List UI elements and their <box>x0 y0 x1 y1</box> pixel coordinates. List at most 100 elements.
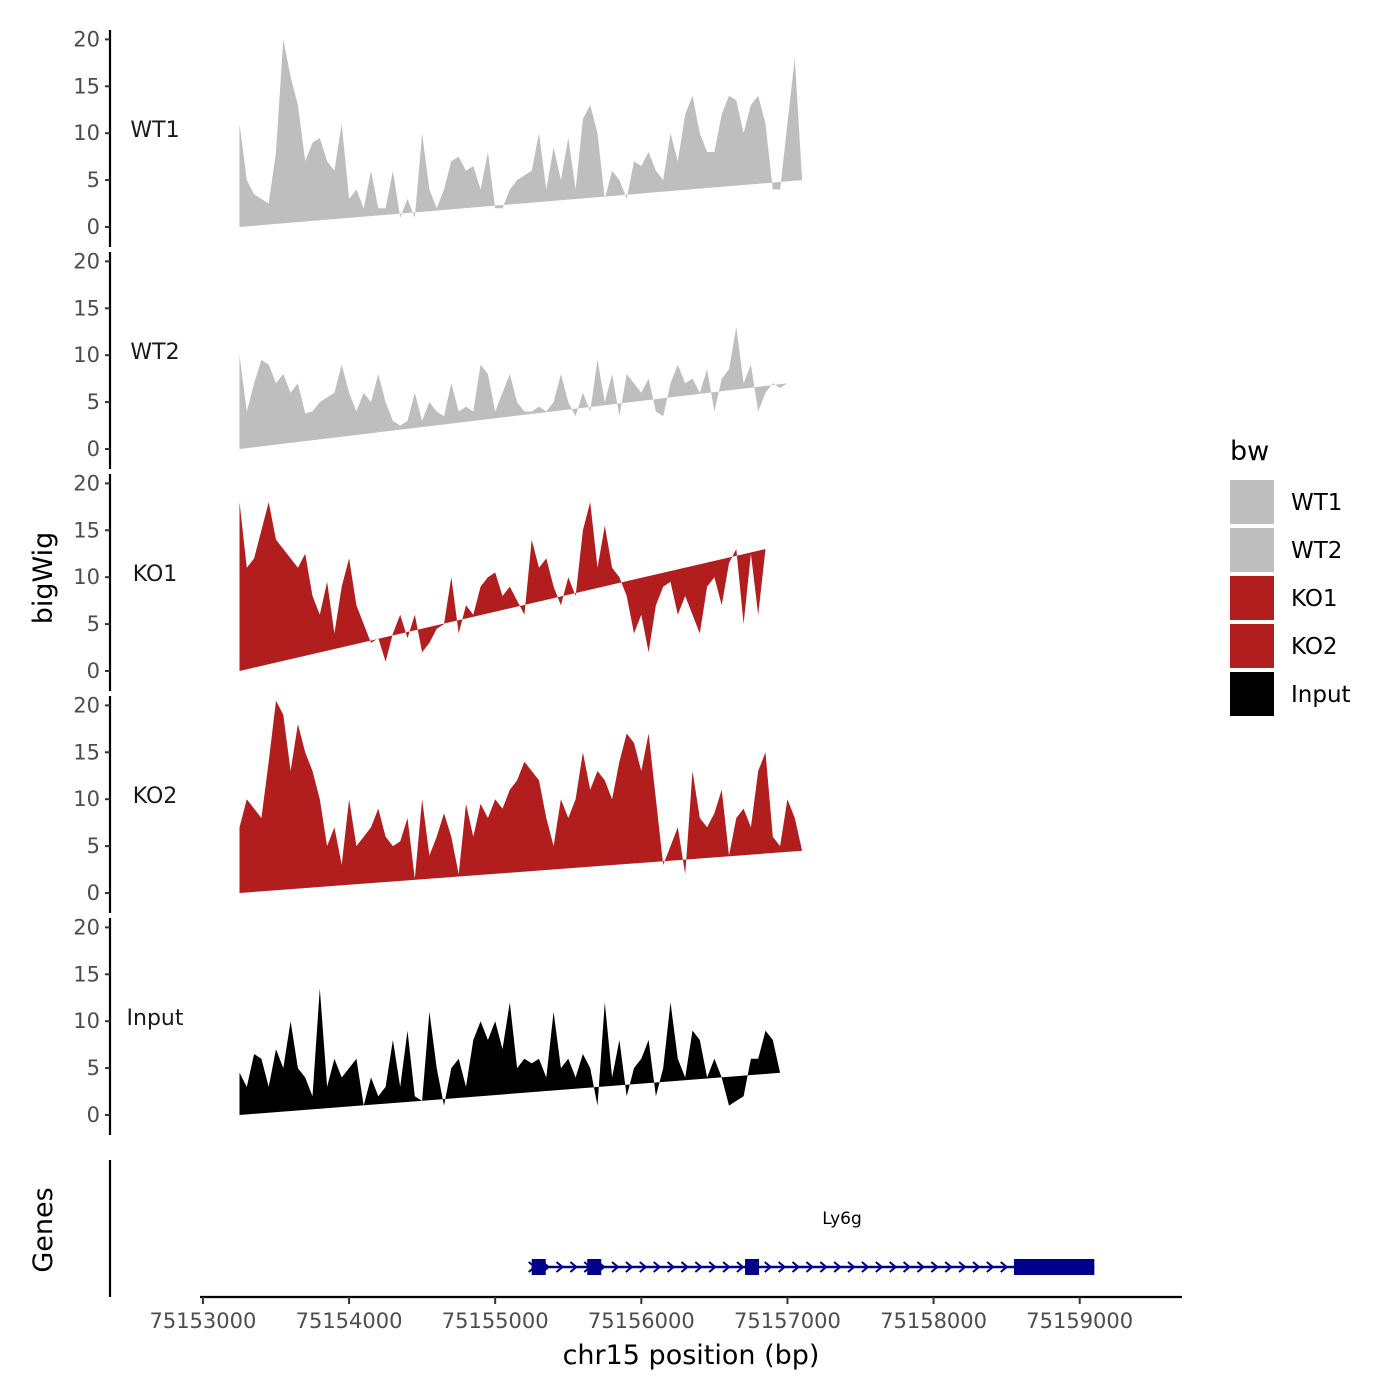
track-ko2: 0 5 10 15 20 KO2 <box>73 693 803 913</box>
strand-arrow <box>653 1261 662 1273</box>
y-tick-label: 20 <box>73 693 100 717</box>
y-tick-label: 0 <box>87 215 100 239</box>
track-label-wt2: WT2 <box>130 340 179 365</box>
y-tick-label: 20 <box>73 27 100 51</box>
strand-arrow <box>680 1261 689 1273</box>
legend-key-ko1 <box>1230 576 1274 620</box>
strand-arrow <box>902 1261 912 1273</box>
track-wt2: 0 5 10 15 20 WT2 <box>73 249 788 469</box>
strand-arrow <box>694 1261 703 1273</box>
y-tick-label: 10 <box>73 565 100 589</box>
x-axis: 75153000 75154000 75155000 75156000 75157000… <box>149 1295 1182 1333</box>
y-tick-label: 20 <box>73 471 100 495</box>
strand-arrow <box>972 1261 981 1273</box>
y-tick-label: 5 <box>87 390 100 414</box>
track-label-ko1: KO1 <box>133 562 178 587</box>
y-tick-label: 20 <box>73 915 100 939</box>
strand-arrow <box>639 1261 648 1273</box>
legend-title: bw <box>1230 436 1269 467</box>
area-wt2 <box>239 327 788 449</box>
y-tick-label: 15 <box>73 962 100 986</box>
track-label-ko2: KO2 <box>133 784 178 809</box>
strand-arrow <box>736 1261 745 1273</box>
strand-arrow <box>555 1261 565 1273</box>
gene-name-label: Ly6g <box>822 1209 862 1229</box>
x-tick-label: 75158000 <box>880 1309 987 1333</box>
y-tick-label: 5 <box>87 168 100 192</box>
strand-arrow <box>1000 1261 1009 1273</box>
strand-arrow <box>930 1261 939 1273</box>
x-tick-label: 75153000 <box>149 1309 256 1333</box>
legend-key-wt2 <box>1230 528 1274 572</box>
y-tick-label: 10 <box>73 1009 100 1033</box>
legend-key-wt1 <box>1230 480 1274 524</box>
strand-arrow <box>958 1261 967 1273</box>
y-tick-label: 10 <box>73 343 100 367</box>
legend-label-ko2: KO2 <box>1291 634 1338 660</box>
track-ko1: 0 5 10 15 20 KO1 <box>73 471 766 691</box>
y-tick-label: 15 <box>73 296 100 320</box>
y-tick-label: 5 <box>87 1056 100 1080</box>
track-wt1: 0 5 10 15 20 WT1 <box>73 27 803 247</box>
genes-track-title: Genes <box>28 1187 59 1272</box>
strand-arrow <box>805 1261 814 1273</box>
y-tick-label: 20 <box>73 249 100 273</box>
signal-panels: 0 5 10 15 20 WT1 0 5 10 15 20 WT2 0 5 10 15 20 KO1 0 5 10 15 2… <box>73 27 803 1135</box>
legend-label-wt2: WT2 <box>1291 538 1342 564</box>
exon-block <box>587 1259 602 1275</box>
y-tick-label: 5 <box>87 612 100 636</box>
y-tick-label: 10 <box>73 787 100 811</box>
legend: bw WT1 WT2 KO1 KO2 Input <box>1230 436 1351 716</box>
strand-arrow <box>986 1261 995 1273</box>
area-wt1 <box>239 39 803 228</box>
strand-arrow <box>916 1261 925 1273</box>
legend-key-input <box>1230 672 1274 716</box>
x-axis-title: chr15 position (bp) <box>563 1340 820 1371</box>
y-tick-label: 0 <box>87 881 100 905</box>
area-ko1 <box>239 502 766 671</box>
strand-arrow <box>944 1261 953 1273</box>
exon-block <box>1013 1259 1095 1275</box>
area-ko2 <box>239 700 803 893</box>
strand-arrow <box>777 1261 787 1273</box>
strand-arrow <box>666 1261 676 1273</box>
y-tick-label: 0 <box>87 1103 100 1127</box>
y-tick-label: 15 <box>73 74 100 98</box>
strand-arrow <box>569 1261 578 1273</box>
x-tick-label: 75155000 <box>442 1309 549 1333</box>
x-tick-label: 75154000 <box>296 1309 403 1333</box>
gene-track-panel: Ly6g <box>108 1160 1095 1297</box>
y-tick-label: 15 <box>73 740 100 764</box>
strand-arrow <box>875 1261 884 1273</box>
strand-arrow <box>861 1261 870 1273</box>
legend-label-wt1: WT1 <box>1291 490 1342 516</box>
strand-arrow <box>819 1261 828 1273</box>
y-tick-label: 0 <box>87 659 100 683</box>
legend-label-input: Input <box>1291 682 1351 708</box>
track-label-wt1: WT1 <box>130 118 179 143</box>
strand-arrow <box>847 1261 856 1273</box>
x-tick-label: 75156000 <box>588 1309 695 1333</box>
track-input: 0 5 10 15 20 Input <box>73 915 781 1135</box>
y-tick-label: 15 <box>73 518 100 542</box>
strand-arrow <box>791 1261 801 1273</box>
strand-arrow <box>764 1261 773 1273</box>
exon-block <box>531 1259 546 1275</box>
strand-arrow <box>833 1261 842 1273</box>
strand-arrow <box>722 1261 731 1273</box>
legend-key-ko2 <box>1230 624 1274 668</box>
x-tick-label: 75157000 <box>734 1309 841 1333</box>
strand-arrow <box>611 1261 620 1273</box>
y-tick-label: 0 <box>87 437 100 461</box>
x-tick-label: 75159000 <box>1026 1309 1133 1333</box>
y-axis-title: bigWig <box>28 532 59 625</box>
strand-arrow <box>625 1261 634 1273</box>
strand-arrow <box>889 1261 898 1273</box>
legend-label-ko1: KO1 <box>1291 586 1338 612</box>
y-tick-label: 10 <box>73 121 100 145</box>
y-tick-label: 5 <box>87 834 100 858</box>
area-input <box>239 988 781 1115</box>
track-label-input: Input <box>127 1006 184 1031</box>
strand-arrow <box>708 1261 717 1273</box>
